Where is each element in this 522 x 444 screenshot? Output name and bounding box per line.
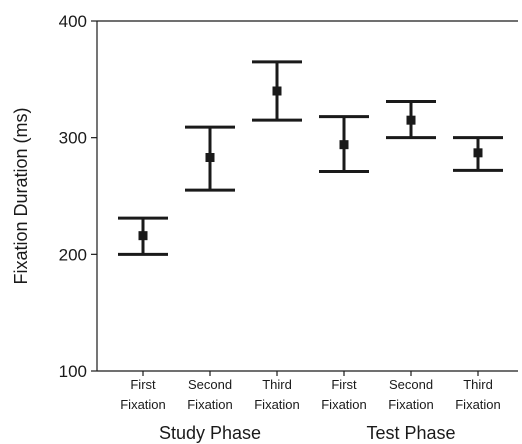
x-tick-label: Fixation [120,397,166,412]
x-ticks: First Fixation Second Fixation Third Fixation… [120,371,501,412]
error-bar [319,115,369,173]
group-labels: Study Phase Test Phase [159,423,456,443]
mean-marker [406,115,416,125]
x-tick-label: Third [463,377,493,392]
mean-marker [339,140,349,150]
y-tick-label: 200 [59,245,87,264]
y-tick-label: 300 [59,129,87,148]
error-bar [185,125,235,192]
x-tick-label: Second [389,377,433,392]
error-bar [453,136,503,172]
axes [96,20,518,372]
x-tick-label: First [130,377,156,392]
group-label: Study Phase [159,423,261,443]
mean-marker [138,231,148,241]
mean-marker [473,148,483,158]
y-axis-label: Fixation Duration (ms) [11,107,31,284]
x-tick-label: Fixation [455,397,501,412]
y-tick-label: 400 [59,12,87,31]
x-tick-label: Fixation [254,397,300,412]
y-tick-label: 100 [59,362,87,381]
error-bar [252,60,302,122]
error-bar [118,216,168,256]
error-bars [118,60,503,256]
x-tick-label: Fixation [388,397,434,412]
mean-marker [272,86,282,96]
x-tick-label: Third [262,377,292,392]
mean-marker [205,153,215,162]
y-ticks: 100 200 300 400 [59,12,97,381]
group-label: Test Phase [366,423,455,443]
x-tick-label: Fixation [187,397,233,412]
x-tick-label: Fixation [321,397,367,412]
error-bar [386,100,436,140]
x-tick-label: Second [188,377,232,392]
x-tick-label: First [331,377,357,392]
